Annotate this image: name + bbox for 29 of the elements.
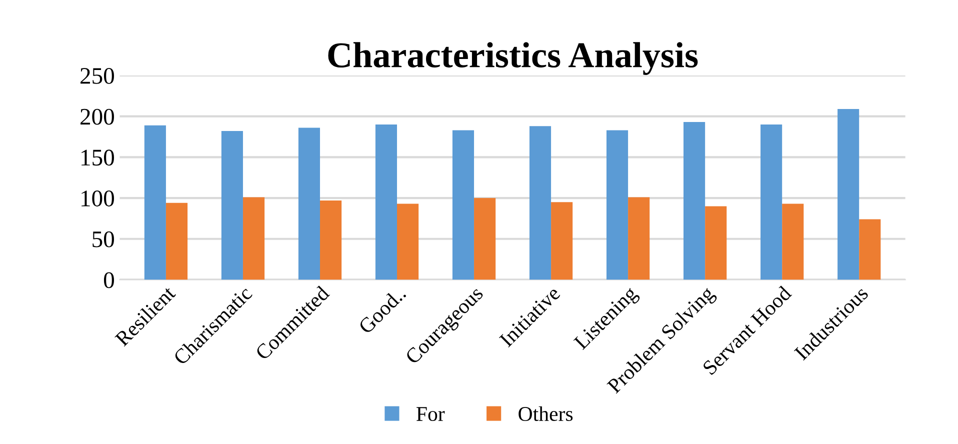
bar: [551, 202, 573, 280]
bar: [242, 197, 265, 280]
bar: [606, 130, 628, 280]
bar: [166, 202, 188, 280]
bar: [628, 197, 650, 280]
y-tick-label: 250: [80, 68, 114, 84]
y-tick-label: 50: [92, 231, 114, 248]
bar: [474, 198, 496, 280]
legend-label: For: [416, 407, 445, 422]
bar: [838, 108, 860, 280]
bar: [859, 219, 881, 280]
legend-label: Others: [518, 406, 573, 422]
chart-title: Characteristics Analysis: [328, 42, 698, 75]
bar: [529, 126, 552, 280]
bar: [397, 204, 419, 280]
y-tick-label: 0: [104, 272, 114, 288]
bar: [144, 125, 166, 280]
y-tick-label: 150: [82, 150, 114, 166]
bar: [684, 122, 706, 280]
bar: [705, 206, 727, 280]
bar: [760, 124, 782, 280]
bar: [298, 128, 320, 280]
y-tick-label: 200: [80, 108, 114, 125]
bar: [221, 131, 243, 280]
y-tick-label: 100: [82, 190, 114, 206]
bar: [782, 204, 804, 280]
bar: [452, 130, 474, 280]
bar: [320, 200, 342, 280]
bar: [375, 124, 398, 280]
